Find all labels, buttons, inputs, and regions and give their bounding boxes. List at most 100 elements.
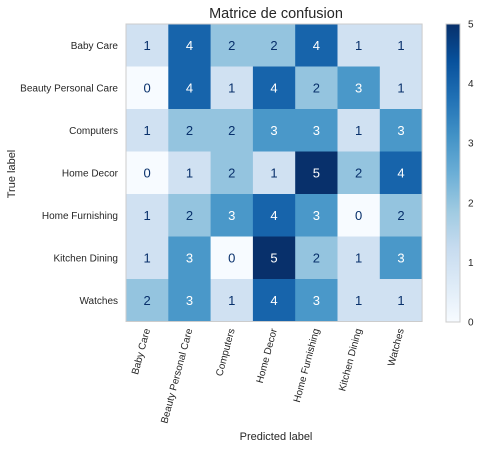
colorbar-tick-label: 3 xyxy=(468,139,474,150)
cell-value-label: 2 xyxy=(228,165,235,180)
heatmap-cell xyxy=(252,194,296,237)
heatmap-cell xyxy=(379,66,423,110)
heatmap-cell xyxy=(168,109,211,152)
heatmap-cell xyxy=(379,194,423,237)
cell-value-label: 3 xyxy=(397,250,404,265)
cell-value-label: 0 xyxy=(355,208,362,223)
heatmap-cell xyxy=(168,279,211,322)
cell-value-label: 3 xyxy=(355,80,362,95)
heatmap-cell xyxy=(252,236,296,280)
heatmap-cell xyxy=(126,109,169,152)
cell-value-label: 5 xyxy=(313,165,320,180)
heatmap-cell xyxy=(210,194,254,237)
cell-value-label: 4 xyxy=(397,165,404,180)
y-tick-label: Kitchen Dining xyxy=(54,253,118,264)
heatmap-cell xyxy=(337,236,381,280)
heatmap-cell xyxy=(379,151,423,195)
cell-value-label: 1 xyxy=(355,250,362,265)
y-tick-label: Beauty Personal Care xyxy=(20,83,118,94)
cell-value-label: 1 xyxy=(228,80,235,95)
heatmap-cell xyxy=(210,279,254,322)
heatmap-cell xyxy=(337,194,381,237)
heatmap-cell xyxy=(252,66,296,110)
cell-value-label: 2 xyxy=(186,123,193,138)
heatmap-cell xyxy=(210,24,254,67)
cell-value-label: 2 xyxy=(144,293,151,308)
colorbar-gradient xyxy=(445,23,461,323)
cell-value-label: 4 xyxy=(313,38,320,53)
heatmap-cell xyxy=(337,24,381,67)
cell-value-label: 2 xyxy=(228,123,235,138)
cell-value-label: 3 xyxy=(186,293,193,308)
x-tick-label: Home Decor xyxy=(255,327,280,385)
heatmap-cell xyxy=(168,194,211,237)
cell-value-label: 1 xyxy=(228,293,235,308)
cell-value-label: 2 xyxy=(355,165,362,180)
cell-value-label: 1 xyxy=(144,208,151,223)
x-tick-label: Computers xyxy=(214,327,237,377)
cell-value-label: 4 xyxy=(270,208,277,223)
cell-value-label: 1 xyxy=(144,38,151,53)
cell-value-label: 3 xyxy=(270,123,277,138)
cell-value-label: 2 xyxy=(186,208,193,223)
y-tick-label: Baby Care xyxy=(71,41,119,52)
cell-value-label: 4 xyxy=(186,38,193,53)
colorbar-tick-label: 2 xyxy=(468,198,474,209)
chart-title: Matrice de confusion xyxy=(209,6,343,22)
heatmap-cell xyxy=(126,194,169,237)
heatmap-cell xyxy=(295,279,338,322)
cell-value-label: 2 xyxy=(313,250,320,265)
plot-frame xyxy=(125,23,423,322)
x-tick-label: Home Furnishing xyxy=(292,327,322,403)
cell-value-label: 1 xyxy=(355,123,362,138)
cell-value-label: 4 xyxy=(270,80,277,95)
heatmap-cell xyxy=(295,24,338,67)
x-tick-label: Kitchen Dining xyxy=(337,327,364,392)
heatmap-cell xyxy=(210,66,254,110)
colorbar-tick-labels: 0 1 2 3 4 5 xyxy=(468,20,474,329)
cell-value-label: 1 xyxy=(397,293,404,308)
heatmap-cell xyxy=(168,151,211,195)
colorbar-tick-label: 4 xyxy=(468,79,474,90)
cell-value-label: 2 xyxy=(270,38,277,53)
heatmap-cell xyxy=(337,66,381,110)
heatmap-cell xyxy=(252,109,296,152)
cell-value-label: 2 xyxy=(228,38,235,53)
cell-value-label: 3 xyxy=(397,123,404,138)
heatmap-cell xyxy=(379,279,423,322)
heatmap-cells: 1 4 2 2 4 1 1 0 4 1 4 2 3 1 1 2 2 3 3 1 3 0 1 2 1 5 2 4 1 2 3 4 3 0 2 1 3 0 5 2… xyxy=(126,24,423,322)
colorbar-tick-label: 5 xyxy=(468,20,474,31)
cell-value-label: 1 xyxy=(144,250,151,265)
cell-value-label: 1 xyxy=(270,165,277,180)
x-tick-label: Baby Care xyxy=(130,327,153,376)
cell-value-label: 1 xyxy=(397,80,404,95)
x-axis-label: Predicted label xyxy=(240,431,313,443)
heatmap-cell xyxy=(168,66,211,110)
heatmap-cell xyxy=(210,236,254,280)
heatmap-cell xyxy=(295,66,338,110)
heatmap-cell xyxy=(210,151,254,195)
y-tick-label: Watches xyxy=(79,296,118,307)
x-tick-label: Watches xyxy=(386,327,407,367)
heatmap-cell xyxy=(168,236,211,280)
heatmap-cell xyxy=(337,279,381,322)
cell-value-label: 3 xyxy=(313,293,320,308)
x-tick-labels: Baby Care Beauty Personal Care Computers Ho… xyxy=(130,327,407,425)
cell-value-label: 1 xyxy=(397,38,404,53)
heatmap-cell xyxy=(295,109,338,152)
heatmap-cell xyxy=(126,151,169,195)
heatmap-cell xyxy=(379,236,423,280)
y-tick-label: Computers xyxy=(69,126,118,137)
cell-value-label: 3 xyxy=(313,208,320,223)
y-axis-label: True label xyxy=(6,150,18,199)
cell-value-label: 3 xyxy=(186,250,193,265)
x-tick-label: Beauty Personal Care xyxy=(159,327,195,425)
heatmap-cell xyxy=(126,279,169,322)
cell-value-label: 1 xyxy=(186,165,193,180)
cell-value-label: 3 xyxy=(313,123,320,138)
cell-value-label: 0 xyxy=(144,165,151,180)
cell-value-label: 4 xyxy=(270,293,277,308)
cell-value-label: 2 xyxy=(313,80,320,95)
heatmap-cell xyxy=(252,279,296,322)
heatmap-cell xyxy=(337,151,381,195)
